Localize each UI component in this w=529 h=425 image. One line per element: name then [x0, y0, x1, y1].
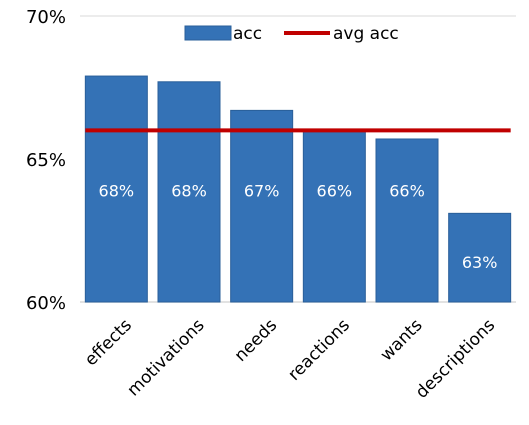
legend-swatch-acc [184, 25, 232, 41]
x-tick-label-wants: wants [377, 315, 427, 365]
y-axis: 60% 65% 70% [26, 7, 516, 314]
data-label-descriptions: 63% [462, 253, 498, 272]
y-tick-label: 70% [26, 7, 66, 28]
x-tick-label-needs: needs [231, 315, 282, 366]
bars [84, 75, 512, 303]
x-tick-label-reactions: reactions [284, 315, 354, 385]
x-tick-label-effects: effects [81, 315, 136, 370]
x-tick-label-motivations: motivations [124, 315, 209, 400]
legend: acc avg acc [184, 24, 399, 44]
bar-wants [375, 138, 439, 303]
data-label-effects: 68% [99, 181, 135, 200]
data-label-wants: 66% [389, 181, 425, 200]
legend-label-avg-acc: avg acc [333, 24, 399, 44]
bar-motivations [157, 81, 221, 303]
data-label-motivations: 68% [171, 181, 207, 200]
y-tick-label: 65% [26, 150, 66, 171]
bar-reactions [302, 131, 366, 303]
bar-needs [230, 109, 294, 303]
legend-label-acc: acc [233, 24, 262, 44]
bar-descriptions [448, 212, 512, 303]
y-tick-label: 60% [26, 293, 66, 314]
data-labels: 68% 68% 67% 66% 66% 63% [99, 181, 498, 272]
data-label-reactions: 66% [317, 181, 353, 200]
bar-effects [84, 75, 148, 303]
data-label-needs: 67% [244, 181, 280, 200]
